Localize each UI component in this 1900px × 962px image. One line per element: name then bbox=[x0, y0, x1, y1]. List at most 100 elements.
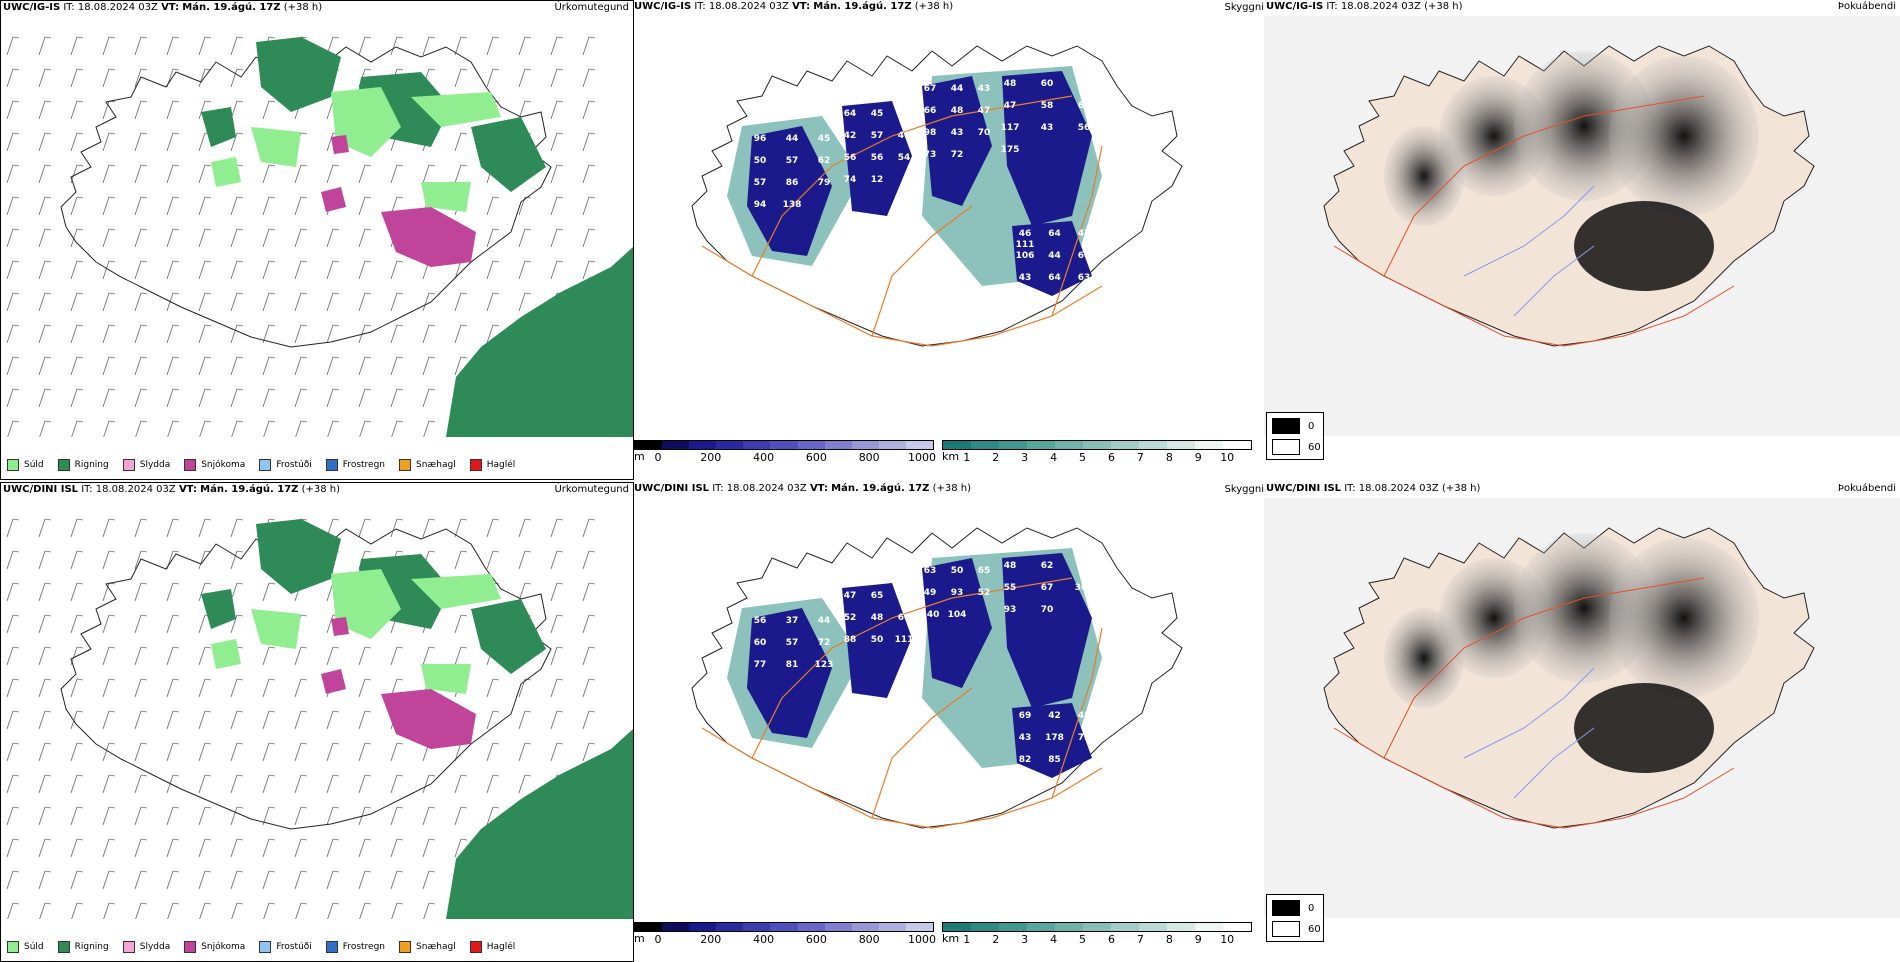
vis-scale-cell bbox=[1055, 441, 1083, 449]
cloud-base-label: 117 bbox=[1001, 123, 1020, 133]
wind-barb bbox=[582, 132, 596, 152]
precip-legend-item: Haglél bbox=[469, 941, 515, 953]
wind-barb bbox=[550, 260, 564, 280]
wind-barb bbox=[518, 518, 532, 538]
wind-barb bbox=[486, 678, 500, 698]
cloud-base-label: 73 bbox=[924, 150, 937, 160]
wind-barb bbox=[102, 164, 116, 184]
wind-barb bbox=[327, 420, 340, 437]
wind-barb bbox=[38, 838, 52, 858]
vis-scale-tick: 10 bbox=[1220, 933, 1235, 946]
wind-barb bbox=[6, 132, 20, 152]
precip-legend-label: Rigning bbox=[74, 460, 109, 470]
wind-barb bbox=[390, 164, 404, 184]
wind-barb bbox=[6, 806, 20, 826]
wind-barb bbox=[230, 838, 244, 858]
cloud-base-label: 175 bbox=[1001, 145, 1020, 155]
wind-barb bbox=[38, 646, 52, 666]
fog-legend-label-0: 0 bbox=[1308, 902, 1315, 914]
cloud-base-label: 53 bbox=[1078, 79, 1091, 89]
vis-scale-tick: 7 bbox=[1136, 451, 1144, 464]
precip-legend-swatch bbox=[325, 459, 338, 471]
valid-label: VT: bbox=[809, 483, 828, 494]
wind-barb bbox=[486, 774, 500, 794]
vis-scale-tick: 7 bbox=[1136, 933, 1144, 946]
precip-legend-swatch bbox=[7, 459, 19, 471]
wind-barb bbox=[454, 324, 468, 344]
vis-scale-tick: 9 bbox=[1194, 933, 1202, 946]
vis-scale-tick: 6 bbox=[1107, 933, 1115, 946]
cloud-base-label: 47 bbox=[1004, 101, 1017, 111]
wind-barb bbox=[38, 132, 52, 152]
vis-scale-bar bbox=[942, 440, 1252, 450]
precip-legend-label: Súld bbox=[24, 460, 44, 470]
precip-type-panel: UWC/IG-IS IT: 18.08.2024 03Z VT: Mán. 19… bbox=[0, 0, 634, 480]
cloud-base-label: 93 bbox=[1004, 605, 1017, 615]
vis-scale-cell bbox=[1139, 441, 1167, 449]
wind-barb bbox=[166, 870, 180, 890]
wind-barb bbox=[134, 324, 148, 344]
precip-legend-label: Haglél bbox=[486, 460, 516, 470]
fog-legend-swatch-0 bbox=[1272, 418, 1300, 434]
wind-barb bbox=[454, 518, 468, 538]
wind-barb bbox=[39, 902, 52, 919]
vis-scale-cell bbox=[1027, 441, 1055, 449]
wind-barb bbox=[422, 164, 436, 184]
wind-barb bbox=[454, 774, 468, 794]
cloud-base-label: 43 bbox=[1019, 273, 1032, 283]
wind-barb bbox=[38, 614, 52, 634]
wind-barb bbox=[486, 196, 500, 216]
precip-legend-item: Frostregn bbox=[325, 941, 385, 953]
island-outline bbox=[60, 46, 552, 348]
vis-scale-cell bbox=[1083, 923, 1111, 931]
wind-barb bbox=[422, 36, 436, 56]
wind-barb bbox=[6, 324, 20, 344]
wind-barb bbox=[390, 292, 404, 312]
wind-barb bbox=[38, 68, 52, 88]
wind-barb bbox=[486, 68, 500, 88]
wind-barb bbox=[582, 196, 596, 216]
wind-barb bbox=[230, 100, 244, 120]
wind-barb bbox=[134, 228, 148, 248]
lead-time: (+38 h) bbox=[914, 1, 954, 12]
precip-legend-label: Snæhagl bbox=[416, 942, 456, 952]
wind-barb bbox=[262, 742, 276, 762]
wind-barb bbox=[262, 260, 276, 280]
cloud-base-label: 138 bbox=[783, 200, 802, 210]
wind-barb bbox=[134, 260, 148, 280]
init-time: IT: 18.08.2024 03Z bbox=[712, 483, 807, 494]
wind-barb bbox=[582, 550, 596, 570]
cloud-base-label: 56 bbox=[871, 153, 884, 163]
wind-barb bbox=[102, 356, 116, 376]
valid-time: Mán. 19.ágú. 17Z bbox=[200, 484, 299, 495]
wind-barb bbox=[102, 678, 116, 698]
wind-barb bbox=[134, 36, 148, 56]
wind-barb bbox=[422, 292, 436, 312]
wind-barb bbox=[582, 646, 596, 666]
cloud-base-label: 54 bbox=[898, 153, 911, 163]
precip-legend-swatch bbox=[184, 941, 197, 953]
wind-barb bbox=[167, 902, 180, 919]
wind-barb bbox=[134, 870, 148, 890]
wind-barb bbox=[70, 196, 84, 216]
wind-barb bbox=[70, 228, 84, 248]
wind-barb bbox=[166, 518, 180, 538]
wind-barb bbox=[6, 196, 20, 216]
wind-barb bbox=[134, 100, 148, 120]
fog-legend-swatch-1 bbox=[1272, 439, 1300, 455]
cloud-base-label: 88 bbox=[844, 635, 857, 645]
lead-time: (+38 h) bbox=[301, 484, 341, 495]
wind-barb bbox=[38, 742, 52, 762]
model-name: UWC/IG-IS bbox=[634, 1, 692, 12]
vis-scale-tick: 6 bbox=[1107, 451, 1115, 464]
wind-barb bbox=[294, 228, 308, 248]
wind-barb bbox=[70, 36, 84, 56]
precip-legend-swatch bbox=[7, 941, 19, 953]
wind-barb bbox=[198, 710, 212, 730]
forecast-row: UWC/DINI ISL IT: 18.08.2024 03Z VT: Mán.… bbox=[0, 482, 1900, 962]
wind-barb bbox=[134, 678, 148, 698]
cloud-base-label: 82 bbox=[1019, 755, 1032, 765]
cloud-base-label: 111 bbox=[895, 635, 914, 645]
wind-barb bbox=[390, 774, 404, 794]
cloud-base-label: 50 bbox=[871, 635, 884, 645]
